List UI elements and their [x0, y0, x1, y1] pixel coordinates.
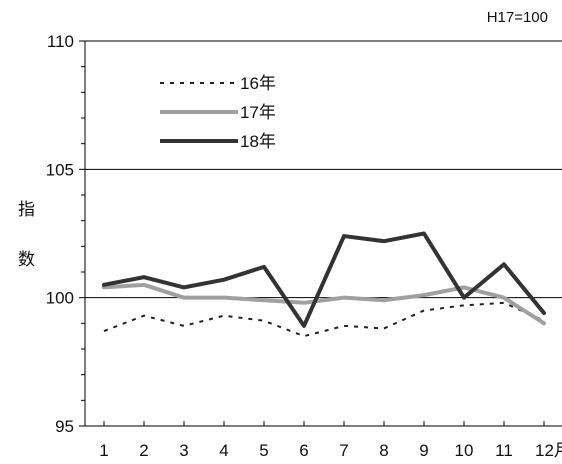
plot-area	[84, 40, 562, 427]
x-axis-ticks: 1 2 3 4 5 6 7 8 9 10 11 12月	[99, 421, 562, 460]
legend-label: 18年	[240, 132, 276, 151]
x-tick-label: 7	[339, 441, 348, 460]
x-tick-label: 2	[139, 441, 148, 460]
y-tick-label: 100	[46, 289, 74, 308]
x-tick-label: 5	[259, 441, 268, 460]
x-tick-label: 10	[455, 441, 474, 460]
x-tick-label: 4	[219, 441, 228, 460]
legend: 16年 17年 18年	[160, 74, 276, 151]
y-tick-label: 105	[46, 160, 74, 179]
x-tick-label: 6	[299, 441, 308, 460]
y-tick-label: 95	[55, 417, 74, 436]
series-line	[103, 301, 545, 338]
y-axis-label-2: 数	[18, 250, 35, 269]
x-tick-label: 12月	[535, 441, 562, 460]
x-tick-label: 3	[179, 441, 188, 460]
y-axis-label: 指	[18, 200, 35, 219]
y-tick-label: 110	[47, 32, 74, 51]
x-tick-label: 8	[379, 441, 388, 460]
series-line	[102, 231, 546, 328]
x-tick-label: 11	[495, 441, 513, 460]
x-tick-label: 9	[419, 441, 428, 460]
series-line	[102, 282, 546, 326]
series-lines	[102, 231, 546, 338]
legend-label: 16年	[240, 74, 276, 93]
legend-label: 17年	[240, 103, 276, 122]
base-year-note: H17=100	[487, 9, 548, 26]
gridlines	[85, 168, 562, 299]
y-axis-ticks: 95 100 105 110	[46, 32, 85, 436]
x-tick-label: 1	[99, 441, 108, 460]
